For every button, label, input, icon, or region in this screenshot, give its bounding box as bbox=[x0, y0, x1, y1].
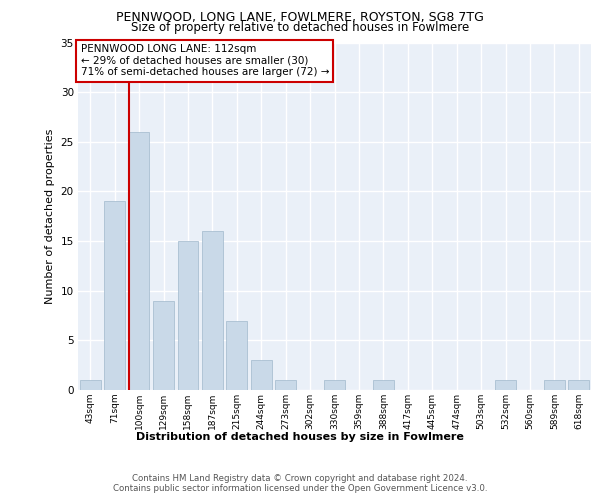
Text: Distribution of detached houses by size in Fowlmere: Distribution of detached houses by size … bbox=[136, 432, 464, 442]
Bar bbox=[153, 300, 174, 390]
Bar bbox=[251, 360, 272, 390]
Bar bbox=[495, 380, 516, 390]
Text: Contains public sector information licensed under the Open Government Licence v3: Contains public sector information licen… bbox=[113, 484, 487, 493]
Bar bbox=[226, 320, 247, 390]
Bar bbox=[128, 132, 149, 390]
Text: Contains HM Land Registry data © Crown copyright and database right 2024.: Contains HM Land Registry data © Crown c… bbox=[132, 474, 468, 483]
Bar bbox=[275, 380, 296, 390]
Bar bbox=[568, 380, 589, 390]
Text: PENNWOOD LONG LANE: 112sqm
← 29% of detached houses are smaller (30)
71% of semi: PENNWOOD LONG LANE: 112sqm ← 29% of deta… bbox=[80, 44, 329, 78]
Bar bbox=[104, 202, 125, 390]
Bar bbox=[202, 231, 223, 390]
Bar bbox=[544, 380, 565, 390]
Bar bbox=[373, 380, 394, 390]
Bar bbox=[80, 380, 101, 390]
Bar bbox=[178, 241, 199, 390]
Text: PENNWOOD, LONG LANE, FOWLMERE, ROYSTON, SG8 7TG: PENNWOOD, LONG LANE, FOWLMERE, ROYSTON, … bbox=[116, 11, 484, 24]
Y-axis label: Number of detached properties: Number of detached properties bbox=[45, 128, 55, 304]
Text: Size of property relative to detached houses in Fowlmere: Size of property relative to detached ho… bbox=[131, 22, 469, 35]
Bar bbox=[324, 380, 345, 390]
